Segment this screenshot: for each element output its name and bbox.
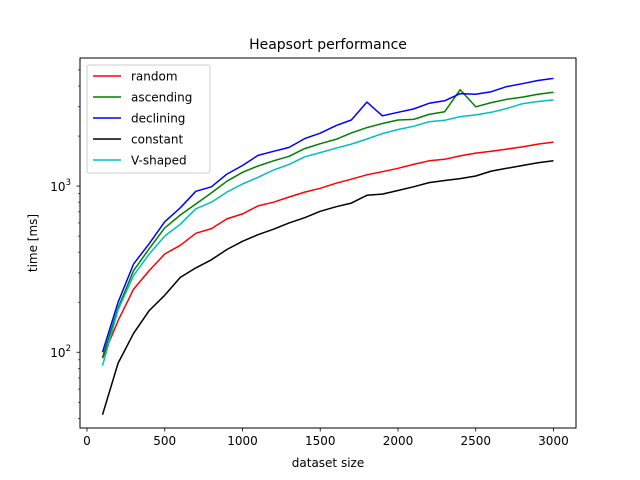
series-line-4 <box>101 99 554 366</box>
legend-label-1: ascending <box>131 91 192 105</box>
y-tick-base: 10 <box>50 180 65 194</box>
legend-label-4: V-shaped <box>131 154 187 168</box>
x-tick-label: 2000 <box>383 434 414 448</box>
x-tick-label: 3000 <box>538 434 569 448</box>
x-tick-label: 2500 <box>460 434 491 448</box>
y-tick-base: 10 <box>50 346 65 360</box>
series-line-1 <box>101 88 554 358</box>
legend-frame <box>86 64 211 174</box>
x-axis-ticks: 0 500 1000 1500 2000 2500 3000 <box>83 428 569 448</box>
legend-label-0: random <box>131 70 178 84</box>
y-axis-label: time [ms] <box>26 214 40 272</box>
x-tick-label: 1000 <box>227 434 258 448</box>
series-layer <box>101 77 554 416</box>
x-tick-label: 500 <box>153 434 176 448</box>
plot-frame <box>79 57 577 429</box>
series-line-2 <box>101 77 554 353</box>
legend-label-2: declining <box>131 112 185 126</box>
x-axis-label: dataset size <box>292 456 364 470</box>
x-tick-label: 0 <box>83 434 91 448</box>
series-line-0 <box>101 141 554 359</box>
y-tick-exponent: 3 <box>66 178 71 188</box>
legend-label-3: constant <box>131 133 183 147</box>
legend: random ascending declining constant V-shaped <box>86 64 211 174</box>
y-tick-exponent: 2 <box>66 344 71 354</box>
series-line-3 <box>101 160 554 416</box>
y-tick-label: 103 <box>50 178 71 194</box>
y-tick-label: 102 <box>50 344 71 360</box>
x-tick-label: 1500 <box>305 434 336 448</box>
chart-title: Heapsort performance <box>249 37 407 53</box>
